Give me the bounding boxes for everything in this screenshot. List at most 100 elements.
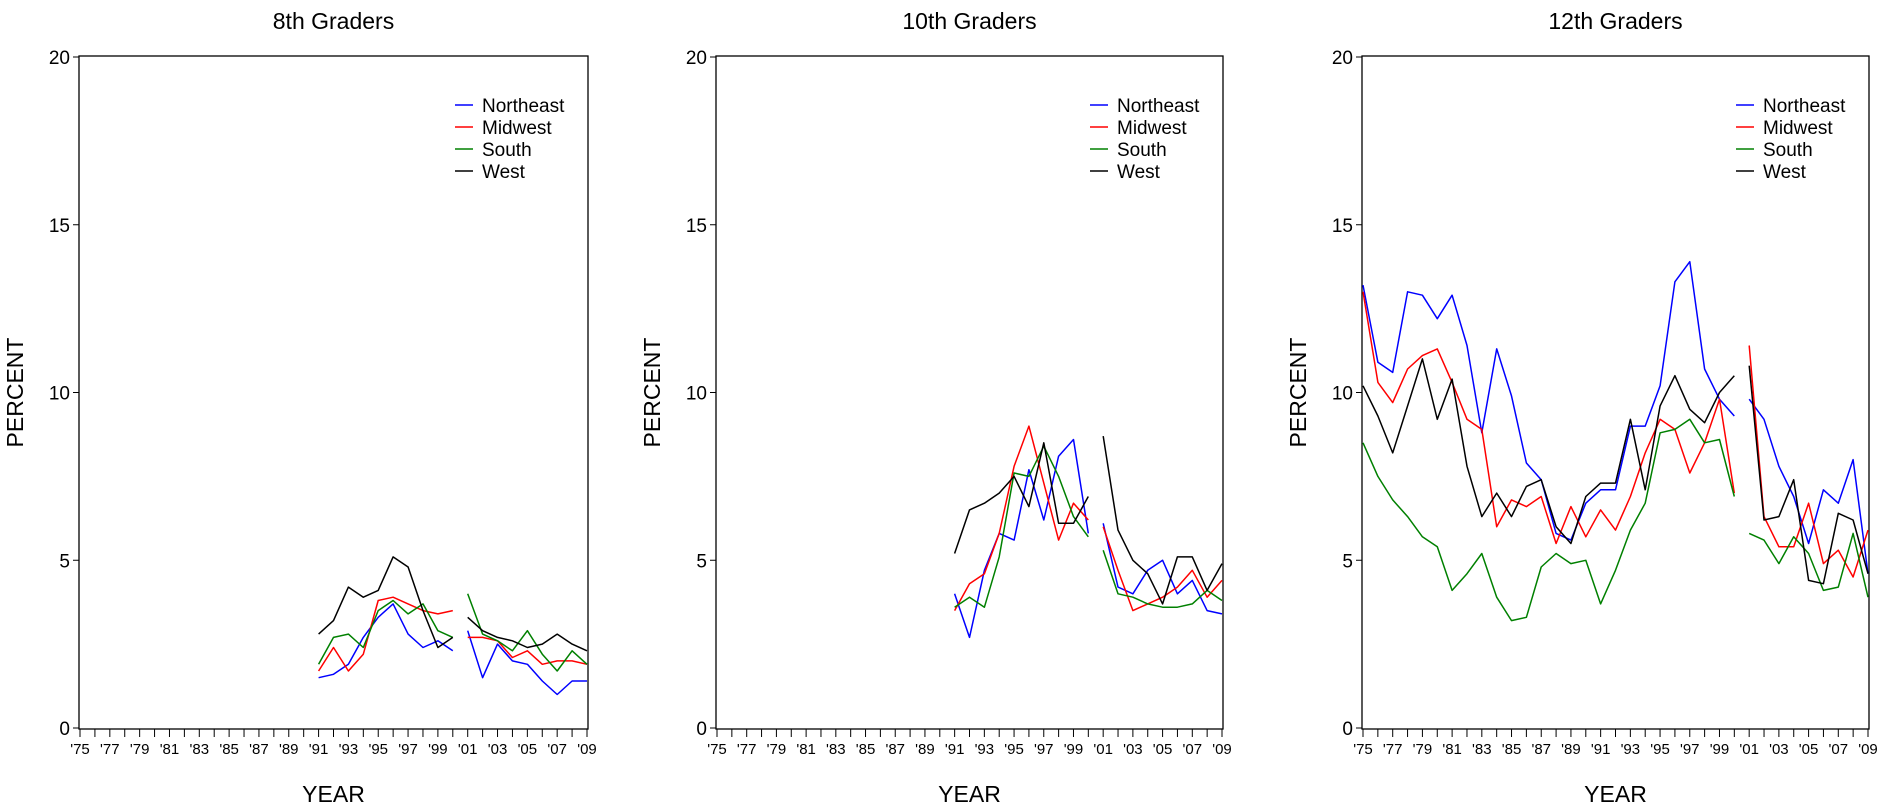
x-tick-label: '99 xyxy=(428,741,448,758)
series-line-west xyxy=(1362,358,1735,545)
series-line-west xyxy=(467,616,588,652)
x-tick-label: '99 xyxy=(1064,741,1084,758)
series-line-west xyxy=(1748,365,1869,585)
series-line-south xyxy=(317,599,454,665)
legend-label: Northeast xyxy=(1763,96,1846,117)
x-tick-label: '75 xyxy=(1353,741,1373,758)
series-line-midwest xyxy=(953,425,1089,611)
chart-title: 12th Graders xyxy=(1548,8,1682,34)
x-tick-label: '07 xyxy=(1829,741,1849,758)
x-tick-label: '07 xyxy=(1183,741,1203,758)
series-line-south xyxy=(466,593,588,672)
legend-label: South xyxy=(1117,140,1167,161)
x-tick-label: '83 xyxy=(1472,741,1492,758)
x-tick-label: '95 xyxy=(1004,741,1024,758)
x-tick-label: '79 xyxy=(1413,741,1433,758)
x-tick-label: '81 xyxy=(796,741,816,758)
y-tick-label: 10 xyxy=(1332,384,1353,405)
x-tick-label: '91 xyxy=(945,741,965,758)
y-tick-label: 5 xyxy=(59,551,70,572)
x-tick-label: '77 xyxy=(100,741,120,758)
x-tick-label: '01 xyxy=(458,741,478,758)
legend-label: South xyxy=(482,140,532,161)
series-line-midwest xyxy=(317,596,453,672)
x-tick-label: '75 xyxy=(70,741,90,758)
x-tick-label: '87 xyxy=(885,741,905,758)
x-tick-label: '89 xyxy=(279,741,299,758)
x-tick-label: '09 xyxy=(577,741,597,758)
legend-label: West xyxy=(1763,162,1807,183)
series-line-south xyxy=(1102,549,1223,608)
series-line-northeast xyxy=(1748,398,1869,574)
legend-label: Midwest xyxy=(482,118,552,139)
x-tick-label: '87 xyxy=(249,741,269,758)
series-line-midwest xyxy=(467,636,588,666)
y-tick-label: 20 xyxy=(1332,48,1353,69)
x-tick-label: '03 xyxy=(1123,741,1143,758)
x-tick-label: '83 xyxy=(190,741,210,758)
y-axis-label: PERCENT xyxy=(1285,338,1311,448)
series-line-midwest xyxy=(1362,291,1736,545)
panel-3: 12th Graders 0 5 10 15 20 '75 '77 '79 '81 '83 '85 '8… xyxy=(1285,8,1878,807)
series-line-south xyxy=(1748,532,1869,598)
x-tick-label: '75 xyxy=(707,741,727,758)
legend-label: West xyxy=(1117,162,1161,183)
x-tick-label: '01 xyxy=(1093,741,1113,758)
y-tick-label: 15 xyxy=(686,216,707,237)
legend-label: Midwest xyxy=(1763,118,1833,139)
x-tick-label: '77 xyxy=(737,741,757,758)
y-tick-label: 15 xyxy=(1332,216,1353,237)
chart-title: 8th Graders xyxy=(273,8,394,34)
y-tick-label: 10 xyxy=(49,384,70,405)
series-line-northeast xyxy=(318,603,454,679)
y-tick-label: 0 xyxy=(59,719,70,740)
series-line-west xyxy=(953,442,1089,554)
series-line-south xyxy=(1362,418,1736,622)
x-axis-label: YEAR xyxy=(938,781,1001,807)
legend-label: West xyxy=(482,162,526,183)
x-tick-label: '93 xyxy=(1621,741,1641,758)
legend-label: Northeast xyxy=(1117,96,1200,117)
x-tick-label: '07 xyxy=(547,741,567,758)
y-axis-label: PERCENT xyxy=(2,338,28,448)
chart-title: 10th Graders xyxy=(902,8,1036,34)
x-tick-label: '09 xyxy=(1212,741,1232,758)
x-tick-label: '05 xyxy=(1153,741,1173,758)
x-tick-label: '89 xyxy=(1561,741,1581,758)
x-tick-label: '79 xyxy=(767,741,787,758)
x-tick-label: '95 xyxy=(1650,741,1670,758)
series-line-south xyxy=(954,445,1089,608)
series-line-west xyxy=(1102,435,1223,605)
x-tick-label: '87 xyxy=(1531,741,1551,758)
y-tick-label: 0 xyxy=(696,719,707,740)
x-tick-label: '05 xyxy=(518,741,538,758)
x-tick-label: '93 xyxy=(975,741,995,758)
x-tick-label: '85 xyxy=(219,741,239,758)
y-tick-label: 5 xyxy=(696,551,707,572)
series-line-west xyxy=(318,556,454,649)
legend-label: Midwest xyxy=(1117,118,1187,139)
series-line-northeast xyxy=(1362,260,1735,541)
y-tick-label: 15 xyxy=(49,216,70,237)
panel-2: 10th Graders 0 5 10 15 20 '75 '77 '79 '81 '83 '85 '8… xyxy=(639,8,1232,807)
x-tick-label: '85 xyxy=(1502,741,1522,758)
legend-label: South xyxy=(1763,140,1813,161)
x-tick-label: '97 xyxy=(1680,741,1700,758)
x-tick-label: '81 xyxy=(160,741,180,758)
x-tick-label: '81 xyxy=(1442,741,1462,758)
panel-1: 8th Graders 0 5 10 15 20 '75 '77 '79 '81 '83 '85 '87… xyxy=(2,8,597,807)
x-tick-label: '03 xyxy=(1769,741,1789,758)
y-tick-label: 20 xyxy=(686,48,707,69)
x-tick-label: '03 xyxy=(488,741,508,758)
series-line-northeast xyxy=(953,438,1090,639)
x-tick-label: '93 xyxy=(339,741,359,758)
x-tick-label: '09 xyxy=(1858,741,1878,758)
y-tick-label: 5 xyxy=(1342,551,1353,572)
x-axis-label: YEAR xyxy=(302,781,365,807)
x-tick-label: '91 xyxy=(309,741,329,758)
x-tick-label: '99 xyxy=(1710,741,1730,758)
y-tick-label: 10 xyxy=(686,384,707,405)
